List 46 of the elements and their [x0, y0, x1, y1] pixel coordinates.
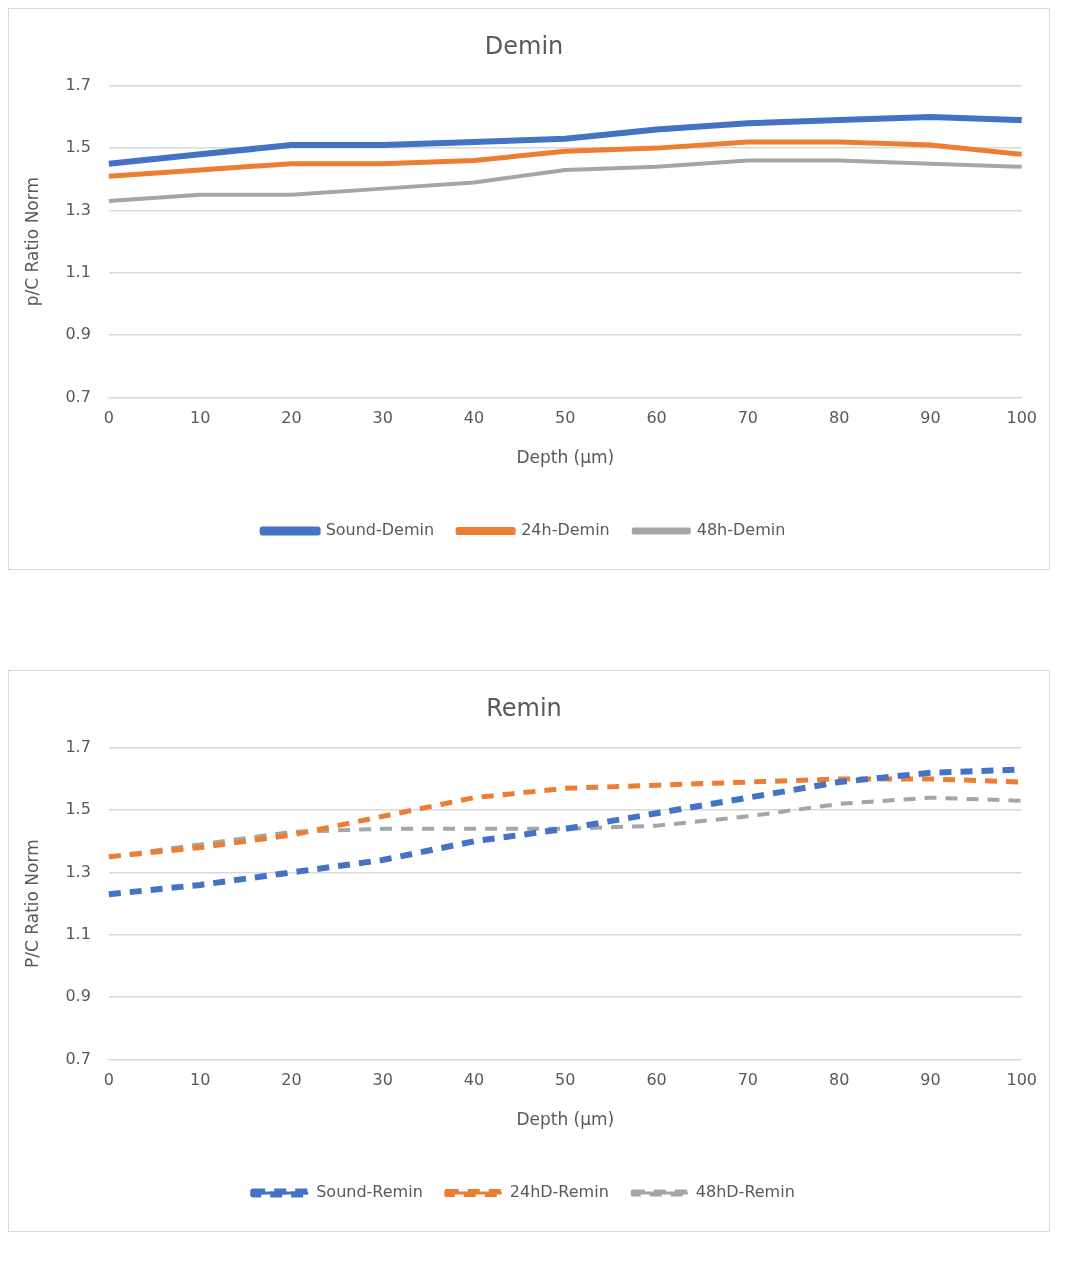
- x-tick-label: 50: [555, 1070, 576, 1090]
- legend-label: Sound-Remin: [316, 1182, 423, 1202]
- y-tick-label: 1.7: [65, 736, 91, 756]
- x-tick-label: 40: [463, 1070, 485, 1090]
- chart-title: Remin: [486, 693, 562, 722]
- y-tick-label: 0.7: [65, 1048, 91, 1068]
- y-tick-label: 1.1: [65, 923, 91, 943]
- x-tick-label: 0: [103, 1070, 114, 1090]
- x-tick-label: 100: [1006, 408, 1037, 428]
- y-tick-label: 1.3: [65, 861, 91, 881]
- chart-title: Demin: [484, 31, 564, 60]
- x-tick-label: 80: [828, 1070, 850, 1090]
- x-tick-label: 30: [372, 1070, 393, 1090]
- legend-label: 48hD-Remin: [695, 1182, 795, 1202]
- y-tick-label: 1.3: [65, 199, 91, 219]
- x-tick-label: 80: [828, 408, 850, 428]
- x-tick-label: 60: [646, 408, 667, 428]
- x-tick-label: 40: [463, 408, 485, 428]
- x-tick-label: 0: [103, 408, 114, 428]
- x-tick-label: 10: [189, 1070, 211, 1090]
- x-tick-label: 60: [646, 1070, 667, 1090]
- x-axis-title: Depth (µm): [516, 447, 615, 468]
- y-tick-label: 0.9: [65, 324, 91, 344]
- x-tick-label: 90: [920, 408, 941, 428]
- x-axis-title: Depth (µm): [516, 1109, 615, 1130]
- x-tick-label: 70: [737, 408, 759, 428]
- y-tick-label: 1.7: [65, 74, 91, 94]
- x-tick-label: 50: [555, 408, 576, 428]
- y-tick-label: 1.5: [65, 799, 91, 819]
- y-tick-label: 0.7: [65, 386, 91, 406]
- x-tick-label: 70: [737, 1070, 759, 1090]
- x-tick-label: 30: [372, 408, 393, 428]
- y-tick-label: 1.1: [65, 261, 91, 281]
- x-tick-label: 90: [920, 1070, 941, 1090]
- x-tick-label: 100: [1006, 1070, 1037, 1090]
- legend-label: 24hD-Remin: [509, 1182, 609, 1202]
- x-tick-label: 20: [281, 408, 302, 428]
- y-tick-label: 0.9: [65, 986, 91, 1006]
- y-axis-title: p/C Ratio Norm: [21, 176, 42, 307]
- y-axis-title: P/C Ratio Norm: [21, 839, 42, 968]
- x-tick-label: 10: [189, 408, 211, 428]
- legend-label: Sound-Demin: [325, 520, 435, 540]
- legend-label: 24h-Demin: [521, 520, 610, 540]
- legend-label: 48h-Demin: [696, 520, 786, 540]
- y-tick-label: 1.5: [65, 137, 91, 157]
- x-tick-label: 20: [281, 1070, 302, 1090]
